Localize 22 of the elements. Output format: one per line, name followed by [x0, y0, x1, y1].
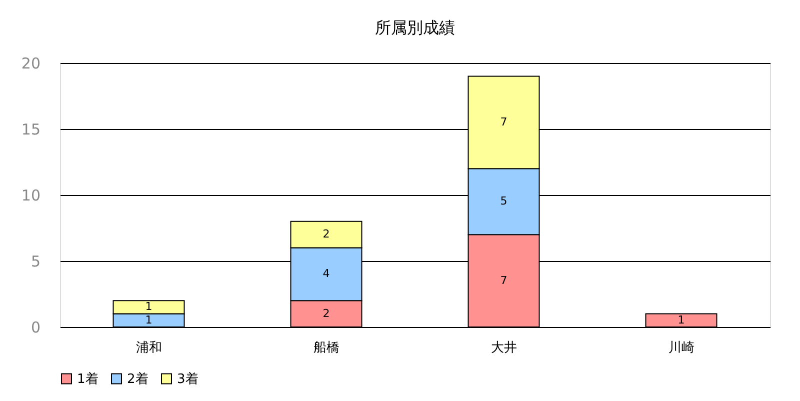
y-tick-label: 10	[21, 186, 40, 204]
chart-title: 所属別成績	[375, 18, 455, 37]
data-label: 1	[678, 313, 685, 326]
y-tick-label: 0	[30, 318, 40, 336]
data-label: 1	[145, 313, 152, 326]
data-label: 2	[322, 228, 330, 241]
data-label: 1	[145, 300, 152, 314]
y-tick-label: 5	[30, 252, 40, 270]
data-label: 7	[500, 274, 508, 287]
legend-label: 2着	[127, 370, 148, 387]
x-tick-label: 浦和	[136, 340, 162, 356]
data-label: 7	[500, 115, 508, 128]
x-tick-label: 川崎	[668, 340, 694, 356]
y-tick-label: 15	[21, 120, 40, 138]
y-tick-label: 20	[21, 54, 40, 72]
data-label: 4	[322, 267, 330, 280]
legend-label: 1着	[77, 370, 98, 387]
legend-label: 3着	[177, 370, 198, 387]
x-tick-label: 大井	[490, 340, 517, 356]
data-label: 2	[322, 306, 330, 320]
data-label: 5	[500, 194, 508, 208]
x-tick-label: 船橋	[313, 340, 340, 356]
